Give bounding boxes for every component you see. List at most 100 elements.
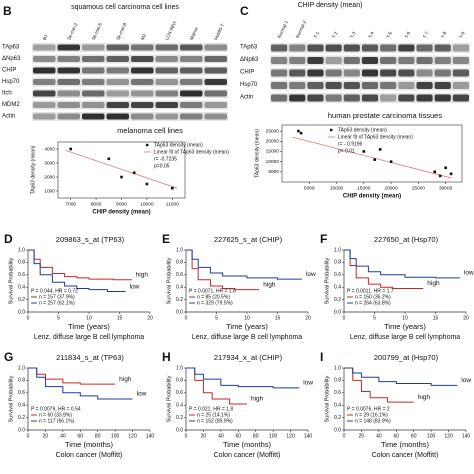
band xyxy=(131,102,154,108)
caption: Lenz, diffuse large B cell lymphoma xyxy=(350,334,460,341)
band xyxy=(204,113,227,120)
fit-line xyxy=(292,136,452,179)
lane-label: T-8 xyxy=(440,30,448,39)
band xyxy=(307,82,324,89)
legend-label: n = 25 (14.1%) xyxy=(197,412,230,418)
y-tick-label: 0.8 xyxy=(334,260,341,266)
y-tick-label: 0.0 xyxy=(176,309,183,315)
band xyxy=(289,94,306,102)
band xyxy=(307,57,324,64)
point xyxy=(69,147,72,151)
legend-label: Linear fit of TAp63 density (mean) xyxy=(154,149,229,155)
plot-frame xyxy=(281,124,463,183)
y-tick-label: 0.4 xyxy=(334,285,341,291)
blot-strip xyxy=(32,100,228,110)
curve-label: low xyxy=(130,283,140,290)
band xyxy=(452,57,469,64)
lane-label: T-7 xyxy=(422,30,430,39)
y-tick-label: 0.8 xyxy=(176,378,183,384)
band xyxy=(82,90,105,97)
band xyxy=(416,69,433,77)
y-tick-label: 1.0 xyxy=(334,247,341,253)
survival-curve xyxy=(28,367,116,385)
point xyxy=(444,166,447,170)
curve-label: high xyxy=(427,280,440,287)
y-tick-label: 0.8 xyxy=(18,378,25,384)
row-label: TAp63 xyxy=(2,45,20,51)
legend-label: n = 29 (16.1%) xyxy=(355,412,388,418)
x-tick-label: 8000 xyxy=(91,201,102,207)
band xyxy=(106,44,129,51)
curve-label: low xyxy=(461,377,471,384)
legend-marker xyxy=(146,143,149,147)
band xyxy=(361,82,379,89)
band xyxy=(452,94,469,102)
band xyxy=(361,94,379,102)
band xyxy=(82,56,105,62)
band xyxy=(57,56,80,62)
band xyxy=(33,102,56,108)
band xyxy=(106,67,129,74)
x-tick-label: 10000 xyxy=(330,185,344,191)
band xyxy=(131,56,154,62)
y-tick-label: 0.6 xyxy=(334,390,341,396)
x-tick-label: 20 xyxy=(359,433,365,439)
band xyxy=(307,44,324,52)
x-tick-label: 10 xyxy=(86,315,92,321)
band xyxy=(33,67,56,74)
point xyxy=(373,158,377,161)
band xyxy=(106,56,129,62)
band xyxy=(361,44,379,52)
x-tick-label: 0 xyxy=(185,433,188,439)
blot-strip xyxy=(32,89,228,98)
x-tick-label: 7000 xyxy=(65,201,76,207)
lane-label: T-6 xyxy=(404,30,412,39)
point xyxy=(299,131,303,135)
survival-curve xyxy=(186,367,300,389)
panel-letter: B xyxy=(3,4,12,18)
row-label: Hsp70 xyxy=(2,79,20,85)
band xyxy=(82,67,105,74)
curve-label: high xyxy=(119,376,132,383)
band xyxy=(343,69,360,77)
panel-letter: E xyxy=(162,232,170,246)
band xyxy=(131,44,154,51)
band xyxy=(33,56,56,62)
lane-label: T-9 xyxy=(458,30,466,39)
x-tick-label: 20000 xyxy=(384,185,398,191)
lane-label: LOX-IMVI xyxy=(164,21,177,41)
band xyxy=(57,90,80,97)
y-tick-label: 0.4 xyxy=(176,285,183,291)
band xyxy=(155,102,178,108)
band xyxy=(155,44,178,51)
y-axis-label: Survival Probability xyxy=(324,375,330,422)
km-title: 211834_s_at (TP63) xyxy=(56,353,124,362)
curve-label: high xyxy=(263,281,276,288)
y-tick-label: 0.4 xyxy=(176,403,183,409)
band xyxy=(325,94,342,102)
band xyxy=(325,57,342,64)
row-label: ΔNp63 xyxy=(2,56,21,62)
x-tick-label: 15 xyxy=(433,315,439,321)
km-stats: P = 0.021, HR = 1.8 xyxy=(189,406,233,412)
km-title: 227625_s_at (CHIP) xyxy=(214,235,283,244)
survival-curve xyxy=(186,249,260,291)
band xyxy=(204,67,227,74)
x-tick-label: 15000 xyxy=(357,185,371,191)
y-tick-label: 0.6 xyxy=(18,272,25,278)
km-title: 217934_x_at (CHIP) xyxy=(214,353,283,362)
band xyxy=(343,44,360,52)
band xyxy=(398,69,415,77)
band xyxy=(180,90,203,97)
x-tick-label: 5 xyxy=(57,315,60,321)
y-tick-label: 0.4 xyxy=(334,403,341,409)
y-axis-label: Survival Probability xyxy=(8,257,14,304)
band xyxy=(180,44,203,51)
band xyxy=(398,82,415,89)
band xyxy=(82,113,105,120)
band xyxy=(416,57,433,64)
survival-curve xyxy=(344,249,460,279)
blot-strip xyxy=(32,66,228,75)
